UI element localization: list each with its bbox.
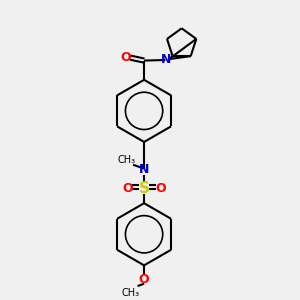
Text: O: O <box>120 50 131 64</box>
Text: O: O <box>122 182 133 195</box>
Text: CH₃: CH₃ <box>117 155 135 165</box>
Text: S: S <box>139 181 150 196</box>
Text: CH₃: CH₃ <box>121 288 139 298</box>
Text: O: O <box>139 273 149 286</box>
Text: O: O <box>155 182 166 195</box>
Text: N: N <box>139 163 149 176</box>
Text: N: N <box>160 52 171 66</box>
